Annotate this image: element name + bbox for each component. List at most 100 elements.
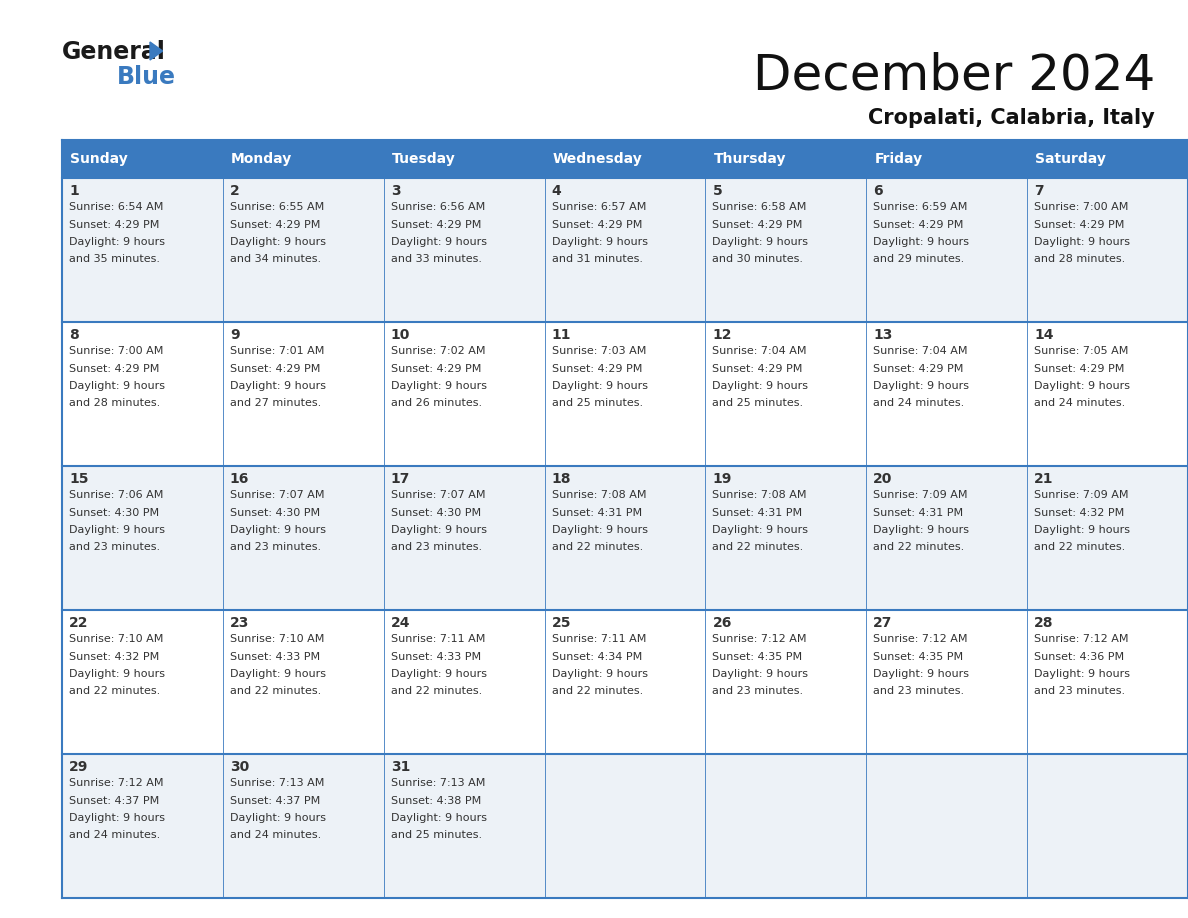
Text: and 24 minutes.: and 24 minutes. — [229, 831, 321, 841]
Text: and 23 minutes.: and 23 minutes. — [229, 543, 321, 553]
Text: and 24 minutes.: and 24 minutes. — [69, 831, 160, 841]
Text: 29: 29 — [69, 760, 88, 774]
Text: Daylight: 9 hours: Daylight: 9 hours — [873, 237, 969, 247]
Text: 9: 9 — [229, 328, 240, 342]
Text: Daylight: 9 hours: Daylight: 9 hours — [229, 525, 326, 535]
Text: Cropalati, Calabria, Italy: Cropalati, Calabria, Italy — [868, 108, 1155, 128]
Bar — [62, 754, 223, 898]
Text: 30: 30 — [229, 760, 249, 774]
Text: and 27 minutes.: and 27 minutes. — [229, 398, 321, 409]
Bar — [223, 610, 384, 754]
Text: and 25 minutes.: and 25 minutes. — [713, 398, 803, 409]
Bar — [866, 140, 1028, 178]
Text: Daylight: 9 hours: Daylight: 9 hours — [391, 669, 487, 679]
Text: and 25 minutes.: and 25 minutes. — [551, 398, 643, 409]
Text: and 23 minutes.: and 23 minutes. — [873, 687, 965, 697]
Bar — [544, 610, 706, 754]
Text: Sunset: 4:30 PM: Sunset: 4:30 PM — [69, 508, 159, 518]
Text: 23: 23 — [229, 616, 249, 630]
Text: Sunrise: 7:03 AM: Sunrise: 7:03 AM — [551, 346, 646, 356]
Text: and 28 minutes.: and 28 minutes. — [1034, 254, 1125, 264]
Text: Daylight: 9 hours: Daylight: 9 hours — [551, 669, 647, 679]
Text: 24: 24 — [391, 616, 410, 630]
Text: General: General — [62, 40, 166, 64]
Text: 14: 14 — [1034, 328, 1054, 342]
Text: Daylight: 9 hours: Daylight: 9 hours — [713, 669, 808, 679]
Text: Sunset: 4:29 PM: Sunset: 4:29 PM — [69, 364, 159, 374]
Text: Sunrise: 6:58 AM: Sunrise: 6:58 AM — [713, 202, 807, 212]
Text: Sunrise: 7:09 AM: Sunrise: 7:09 AM — [1034, 490, 1129, 500]
Text: 11: 11 — [551, 328, 571, 342]
Text: Sunrise: 7:02 AM: Sunrise: 7:02 AM — [391, 346, 485, 356]
Text: Sunset: 4:35 PM: Sunset: 4:35 PM — [713, 652, 803, 662]
Text: 6: 6 — [873, 184, 883, 198]
Text: 13: 13 — [873, 328, 892, 342]
Text: 3: 3 — [391, 184, 400, 198]
Text: Sunrise: 7:13 AM: Sunrise: 7:13 AM — [229, 778, 324, 788]
Bar — [866, 610, 1028, 754]
Text: Sunset: 4:36 PM: Sunset: 4:36 PM — [1034, 652, 1124, 662]
Text: Sunrise: 7:08 AM: Sunrise: 7:08 AM — [551, 490, 646, 500]
Text: and 22 minutes.: and 22 minutes. — [551, 543, 643, 553]
Bar — [866, 466, 1028, 610]
Text: Monday: Monday — [230, 152, 292, 166]
Text: Sunrise: 7:12 AM: Sunrise: 7:12 AM — [713, 634, 807, 644]
Text: 28: 28 — [1034, 616, 1054, 630]
Bar — [62, 466, 223, 610]
Bar — [384, 178, 544, 322]
Bar — [384, 610, 544, 754]
Text: and 22 minutes.: and 22 minutes. — [713, 543, 803, 553]
Bar — [1028, 178, 1188, 322]
Bar — [866, 178, 1028, 322]
Text: and 24 minutes.: and 24 minutes. — [873, 398, 965, 409]
Text: and 23 minutes.: and 23 minutes. — [69, 543, 160, 553]
Text: Daylight: 9 hours: Daylight: 9 hours — [69, 237, 165, 247]
Bar — [62, 140, 223, 178]
Text: Daylight: 9 hours: Daylight: 9 hours — [391, 525, 487, 535]
Bar — [223, 178, 384, 322]
Text: Sunrise: 7:12 AM: Sunrise: 7:12 AM — [69, 778, 164, 788]
Text: and 22 minutes.: and 22 minutes. — [1034, 543, 1125, 553]
Text: Daylight: 9 hours: Daylight: 9 hours — [1034, 525, 1130, 535]
Bar — [1028, 610, 1188, 754]
Bar — [62, 610, 223, 754]
Text: Sunrise: 6:55 AM: Sunrise: 6:55 AM — [229, 202, 324, 212]
Text: Daylight: 9 hours: Daylight: 9 hours — [713, 237, 808, 247]
Bar — [706, 466, 866, 610]
Bar — [62, 178, 223, 322]
Text: Sunrise: 7:10 AM: Sunrise: 7:10 AM — [69, 634, 164, 644]
Text: Daylight: 9 hours: Daylight: 9 hours — [69, 381, 165, 391]
Bar — [706, 322, 866, 466]
Text: and 29 minutes.: and 29 minutes. — [873, 254, 965, 264]
Text: Sunset: 4:35 PM: Sunset: 4:35 PM — [873, 652, 963, 662]
Text: Daylight: 9 hours: Daylight: 9 hours — [873, 381, 969, 391]
Text: Sunset: 4:37 PM: Sunset: 4:37 PM — [69, 796, 159, 805]
Text: Sunrise: 7:00 AM: Sunrise: 7:00 AM — [69, 346, 164, 356]
Text: Sunset: 4:29 PM: Sunset: 4:29 PM — [69, 219, 159, 230]
Text: and 23 minutes.: and 23 minutes. — [391, 543, 482, 553]
Text: 8: 8 — [69, 328, 78, 342]
Bar — [544, 178, 706, 322]
Bar — [384, 466, 544, 610]
Text: Daylight: 9 hours: Daylight: 9 hours — [1034, 237, 1130, 247]
Text: 26: 26 — [713, 616, 732, 630]
Polygon shape — [150, 42, 163, 60]
Text: Sunset: 4:29 PM: Sunset: 4:29 PM — [551, 219, 642, 230]
Text: and 22 minutes.: and 22 minutes. — [551, 687, 643, 697]
Bar — [706, 140, 866, 178]
Text: 17: 17 — [391, 472, 410, 486]
Text: Sunset: 4:29 PM: Sunset: 4:29 PM — [391, 364, 481, 374]
Text: Daylight: 9 hours: Daylight: 9 hours — [229, 237, 326, 247]
Bar — [866, 322, 1028, 466]
Text: Friday: Friday — [874, 152, 922, 166]
Text: and 34 minutes.: and 34 minutes. — [229, 254, 321, 264]
Text: Daylight: 9 hours: Daylight: 9 hours — [391, 381, 487, 391]
Text: Sunrise: 7:12 AM: Sunrise: 7:12 AM — [873, 634, 968, 644]
Text: Sunset: 4:31 PM: Sunset: 4:31 PM — [713, 508, 803, 518]
Text: Wednesday: Wednesday — [552, 152, 643, 166]
Text: and 30 minutes.: and 30 minutes. — [713, 254, 803, 264]
Bar — [223, 754, 384, 898]
Bar — [223, 322, 384, 466]
Bar — [223, 466, 384, 610]
Text: Sunrise: 7:07 AM: Sunrise: 7:07 AM — [391, 490, 485, 500]
